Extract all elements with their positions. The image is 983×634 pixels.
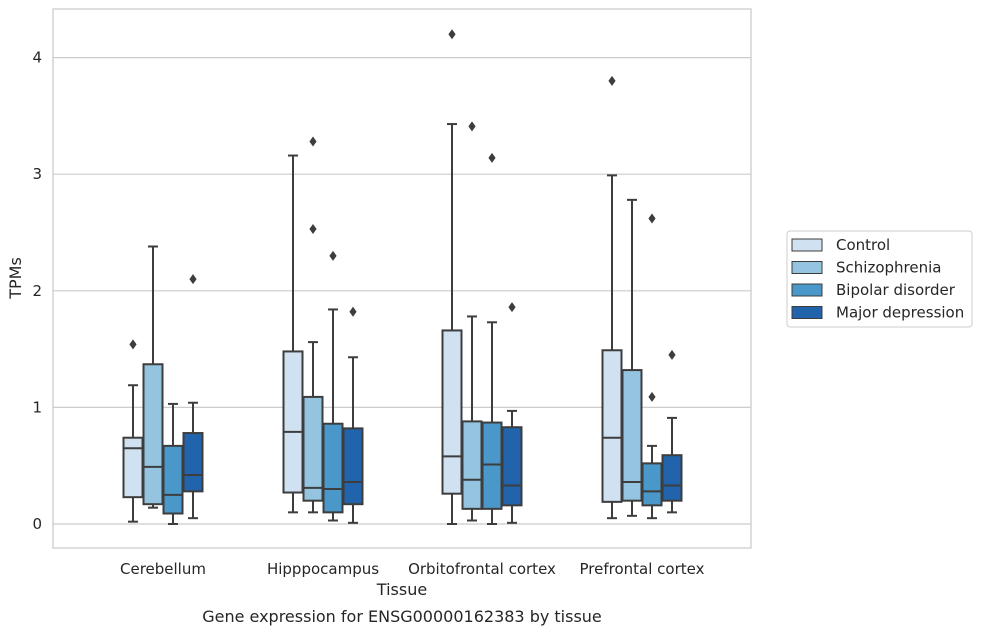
- outlier-point: [668, 349, 676, 360]
- box-major-depression: [182, 274, 204, 520]
- box-control: [441, 29, 463, 525]
- outlier-point: [349, 306, 357, 317]
- box-major-depression: [501, 302, 523, 524]
- outlier-point: [608, 75, 616, 86]
- y-tick-label: 2: [32, 282, 42, 300]
- x-axis-ticks: Cerebellum Hipppocampus Orbitofrontal cort…: [120, 560, 705, 578]
- outlier-point: [309, 224, 317, 235]
- box-bipolar-disorder: [481, 152, 503, 525]
- x-tick-label: Cerebellum: [120, 560, 206, 578]
- legend-swatch: [791, 306, 823, 319]
- legend-entry-label: Control: [836, 236, 890, 254]
- y-axis-title: TPMs: [6, 257, 25, 300]
- box-body: [481, 421, 503, 510]
- outlier-point: [468, 121, 476, 132]
- legend-entry-label: Bipolar disorder: [836, 281, 956, 299]
- box-control: [282, 154, 304, 514]
- box-schizophrenia: [302, 136, 324, 514]
- box-schizophrenia: [621, 198, 643, 517]
- outlier-point: [648, 213, 656, 224]
- box-schizophrenia: [142, 245, 164, 509]
- outlier-point: [648, 391, 656, 402]
- legend-entry-label: Major depression: [836, 304, 964, 322]
- box-control: [122, 339, 144, 523]
- box-body: [461, 420, 483, 510]
- box-body: [641, 462, 663, 507]
- x-axis-title: Tissue: [376, 580, 427, 599]
- box-body: [661, 454, 683, 502]
- plot-frame: [52, 8, 752, 549]
- x-tick-label: Orbitofrontal cortex: [408, 560, 556, 578]
- box-body: [302, 395, 324, 502]
- legend-swatch: [791, 261, 823, 274]
- outlier-point: [129, 339, 137, 350]
- box-major-depression: [342, 306, 364, 524]
- legend-frame: [786, 230, 973, 328]
- box-body: [282, 350, 304, 494]
- y-axis-ticks: 0 1 2 3 4: [32, 49, 42, 533]
- box-major-depression: [661, 349, 683, 514]
- x-tick-label: Hipppocampus: [267, 560, 379, 578]
- box-bipolar-disorder: [162, 402, 184, 525]
- x-tick-label: Prefrontal cortex: [580, 560, 705, 578]
- outlier-point: [488, 152, 496, 163]
- box-bipolar-disorder: [641, 213, 663, 520]
- legend-swatch: [791, 283, 823, 297]
- box-body: [122, 436, 144, 499]
- y-tick-label: 3: [32, 165, 42, 183]
- outlier-point: [508, 302, 516, 313]
- outlier-point: [448, 29, 456, 40]
- legend: Control Schizophrenia Bipolar disorder Majo…: [786, 230, 973, 328]
- y-tick-label: 1: [32, 398, 42, 416]
- box-body: [162, 444, 184, 515]
- box-series: [122, 29, 683, 525]
- box-body: [601, 349, 623, 503]
- box-schizophrenia: [461, 121, 483, 522]
- legend-swatch: [791, 238, 823, 252]
- box-body: [142, 363, 164, 506]
- box-body: [621, 369, 643, 502]
- y-tick-label: 4: [32, 49, 42, 67]
- box-body: [322, 422, 344, 514]
- box-control: [601, 75, 623, 520]
- outlier-point: [329, 250, 337, 261]
- y-tick-label: 0: [32, 515, 42, 533]
- chart-caption: Gene expression for ENSG00000162383 by t…: [202, 607, 602, 626]
- box-body: [441, 329, 463, 495]
- box-body: [182, 432, 204, 493]
- outlier-point: [189, 274, 197, 285]
- box-body: [501, 426, 523, 507]
- box-body: [342, 427, 364, 506]
- outlier-point: [309, 136, 317, 147]
- box-bipolar-disorder: [322, 250, 344, 522]
- legend-entry-label: Schizophrenia: [836, 259, 941, 277]
